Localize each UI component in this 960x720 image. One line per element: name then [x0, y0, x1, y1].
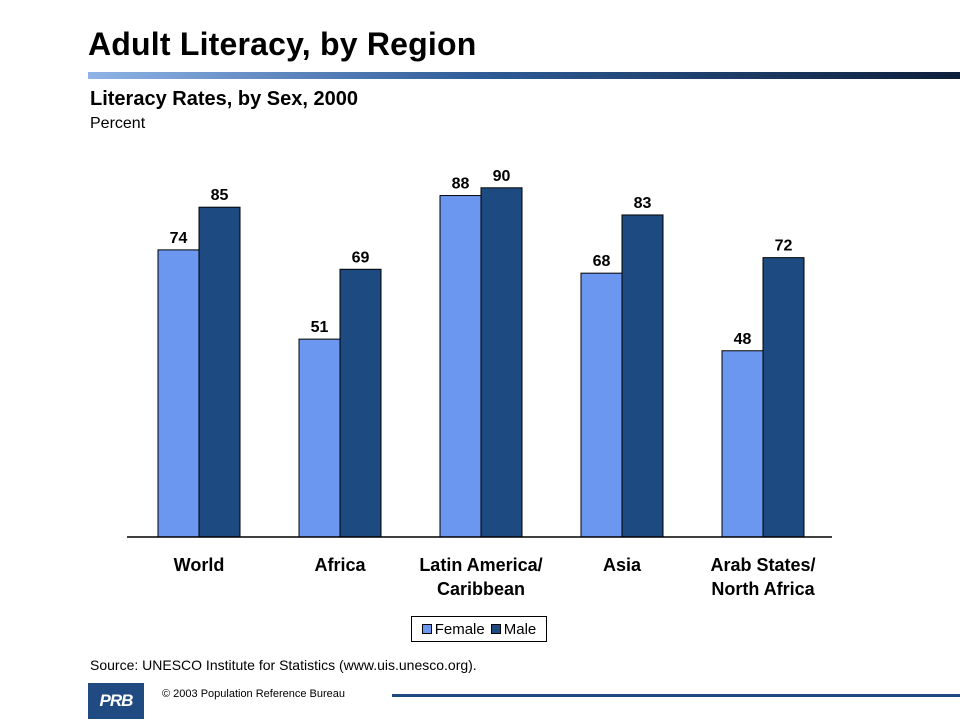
category-label-2-line0: Latin America/: [419, 555, 542, 575]
legend-label-male: Male: [503, 620, 537, 638]
bar-female-2: [439, 195, 482, 538]
legend-swatch-female: [421, 624, 432, 634]
data-label-male-4: 72: [775, 238, 793, 255]
page-title: Adult Literacy, by Region: [88, 26, 477, 62]
bar-female-1: [298, 338, 341, 538]
copyright-text: © 2003 Population Reference Bureau: [162, 688, 346, 700]
data-label-female-0: 74: [170, 230, 188, 247]
data-label-female-1: 51: [311, 319, 329, 336]
data-label-male-0: 85: [211, 187, 229, 204]
footer-rule: [392, 694, 960, 697]
category-label-4-line1: North Africa: [711, 579, 815, 599]
category-label-1: Africa: [314, 555, 366, 575]
legend-item-male: Male: [490, 620, 537, 638]
data-label-female-2: 88: [452, 176, 470, 193]
unit-label: Percent: [90, 115, 146, 132]
category-label-2-line1: Caribbean: [437, 579, 525, 599]
category-label-3: Asia: [603, 555, 642, 575]
title-underline: [88, 72, 960, 79]
chart-legend: Female Male: [411, 616, 547, 642]
bar-male-3: [621, 214, 664, 538]
legend-label-female: Female: [434, 620, 485, 638]
chart-title: Literacy Rates, by Sex, 2000: [90, 88, 358, 110]
prb-logo: PRB: [88, 683, 144, 719]
bar-male-1: [339, 268, 382, 538]
bar-female-0: [157, 249, 200, 538]
bar-female-3: [580, 272, 623, 538]
legend-swatch-male: [490, 624, 501, 634]
bar-male-4: [762, 257, 805, 538]
category-label-4-line0: Arab States/: [710, 555, 815, 575]
data-label-male-2: 90: [493, 168, 511, 185]
legend-item-female: Female: [421, 620, 485, 638]
category-label-0: World: [174, 555, 225, 575]
source-note: Source: UNESCO Institute for Statistics …: [90, 657, 477, 673]
data-label-male-3: 83: [634, 195, 652, 212]
prb-logo-text: PRB: [99, 691, 134, 710]
data-label-male-1: 69: [352, 249, 370, 266]
bar-female-4: [721, 350, 764, 538]
data-label-female-3: 68: [593, 253, 611, 270]
data-label-female-4: 48: [734, 331, 752, 348]
bar-male-2: [480, 187, 523, 538]
bar-male-0: [198, 206, 241, 538]
bar-chart: 74 85 World 51 69 Africa 88 90 Latin America/Car…: [127, 168, 832, 599]
